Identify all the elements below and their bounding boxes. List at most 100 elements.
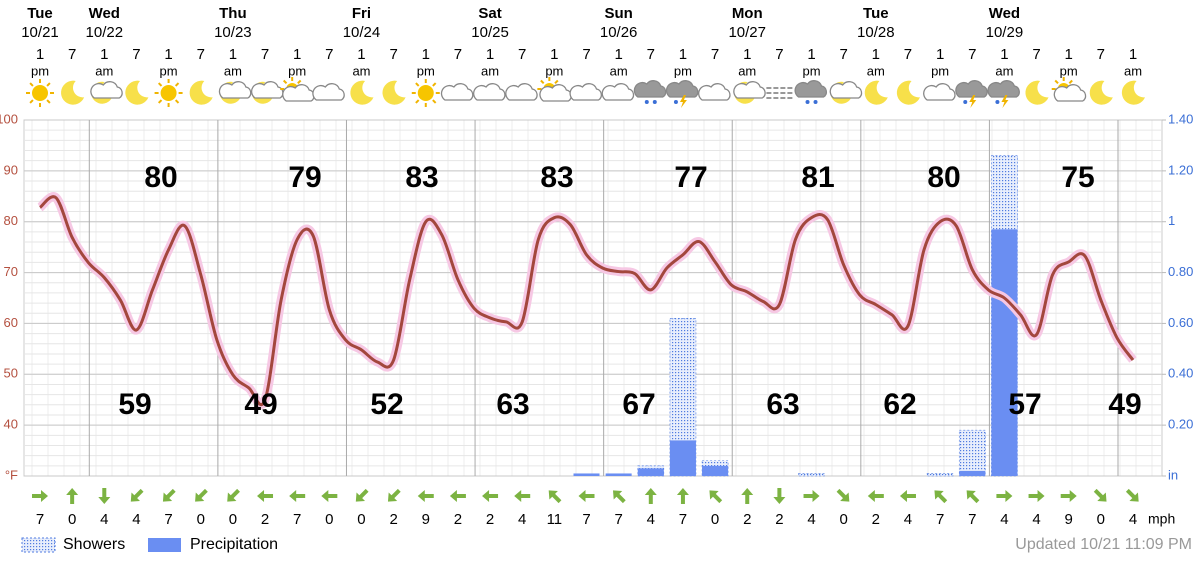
hour-label: 1 [614, 46, 622, 63]
wind-arrow-shape [548, 490, 562, 504]
weather-icon [1051, 77, 1087, 102]
hour-label: 1 [164, 46, 172, 63]
cloud [923, 83, 956, 101]
rain-drop [644, 100, 649, 104]
wind-arrow [644, 488, 657, 504]
y-tick-label: 70 [4, 264, 18, 279]
sun-ray [174, 82, 180, 87]
period-label: am [1124, 63, 1142, 78]
sun [417, 85, 434, 101]
sun-ray [46, 99, 51, 104]
rain-drop [963, 100, 968, 104]
weather-icon [280, 77, 315, 102]
rain-drop [805, 100, 810, 104]
wind-speed: 4 [904, 511, 912, 528]
weather-icon [473, 83, 506, 101]
period-label: am [481, 63, 499, 78]
period-label: am [224, 63, 242, 78]
wind-arrow [1060, 490, 1077, 502]
day-name: Fri [352, 5, 371, 22]
cloud [312, 83, 345, 101]
wind-speed: 7 [679, 511, 687, 528]
low-temp: 63 [496, 388, 529, 421]
weather-icon [794, 80, 827, 104]
period-label: pm [1060, 63, 1078, 78]
precipitation-bar [669, 440, 696, 476]
period-label: pm [802, 63, 820, 78]
plot-area [23, 119, 1163, 477]
high-temp: 81 [801, 161, 834, 194]
wind-arrow-shape [996, 490, 1013, 502]
wind-arrow-shape [1028, 490, 1045, 502]
wind-arrow-shape [773, 488, 786, 504]
wind-arrow [257, 490, 274, 502]
wind-arrow [195, 488, 208, 502]
showers-bar [798, 473, 825, 477]
sun-ray [1054, 79, 1059, 85]
moon [382, 80, 406, 105]
sun-ray [554, 79, 559, 85]
cloud [90, 81, 123, 99]
y2-tick-label: in [1168, 467, 1178, 482]
weather-icon [633, 80, 667, 104]
wind-arrow [32, 490, 48, 502]
low-temp: 67 [622, 388, 655, 421]
wind-arrow-shape [449, 490, 466, 502]
hour-label: 7 [68, 46, 76, 63]
wind-arrow-shape [966, 490, 980, 504]
day-name: Sat [478, 5, 501, 22]
hour-label: 1 [1000, 46, 1008, 63]
updated-time: Updated 10/21 11:09 PM [1015, 536, 1192, 553]
wind-speed: 0 [229, 511, 237, 528]
hour-label: 1 [293, 46, 301, 63]
legend-label: Showers [63, 536, 125, 553]
wind-arrow-shape [836, 488, 850, 502]
sun-ray [174, 99, 180, 104]
wind-speed: 7 [582, 511, 590, 528]
wind-arrow [741, 488, 754, 504]
weather-icon [61, 80, 85, 105]
wind-arrow-shape [709, 490, 723, 504]
wind-arrow-shape [578, 490, 595, 502]
moon [61, 80, 85, 105]
y-tick-label: 100 [0, 111, 18, 126]
wind-arrow [996, 490, 1013, 502]
wind-speed: 4 [647, 511, 655, 528]
hour-label: 1 [357, 46, 365, 63]
weather-icon [189, 80, 213, 105]
hour-label: 7 [904, 46, 912, 63]
wind-arrow-shape [130, 488, 144, 502]
weather-icon [90, 81, 123, 104]
wind-speed: 0 [325, 511, 333, 528]
period-label: am [352, 63, 370, 78]
cloud [218, 81, 252, 99]
wind-speed: 0 [197, 511, 205, 528]
weather-icon [312, 83, 345, 101]
sun [160, 85, 177, 101]
weather-icon [698, 83, 731, 101]
high-temp: 75 [1061, 161, 1094, 194]
hour-label: 1 [872, 46, 880, 63]
hour-label: 1 [743, 46, 751, 63]
sun-ray [46, 82, 51, 87]
legend-swatch [148, 538, 181, 552]
wind-speed: 4 [132, 511, 140, 528]
hour-label: 1 [100, 46, 108, 63]
hour-label: 1 [486, 46, 494, 63]
wind-speed: 4 [100, 511, 108, 528]
hour-label: 1 [422, 46, 430, 63]
wind-arrow-shape [321, 490, 338, 502]
weather-icon [350, 80, 374, 105]
sun-ray [415, 82, 420, 87]
period-label: am [995, 63, 1013, 78]
wind-arrow [803, 490, 820, 502]
wind-arrow [578, 490, 595, 502]
wind-arrow [773, 488, 786, 504]
weather-icon [218, 81, 252, 104]
hour-label: 7 [840, 46, 848, 63]
cloud [539, 84, 572, 102]
sun-ray [540, 79, 545, 85]
low-temp: 52 [370, 388, 403, 421]
day-name: Mon [732, 5, 763, 22]
